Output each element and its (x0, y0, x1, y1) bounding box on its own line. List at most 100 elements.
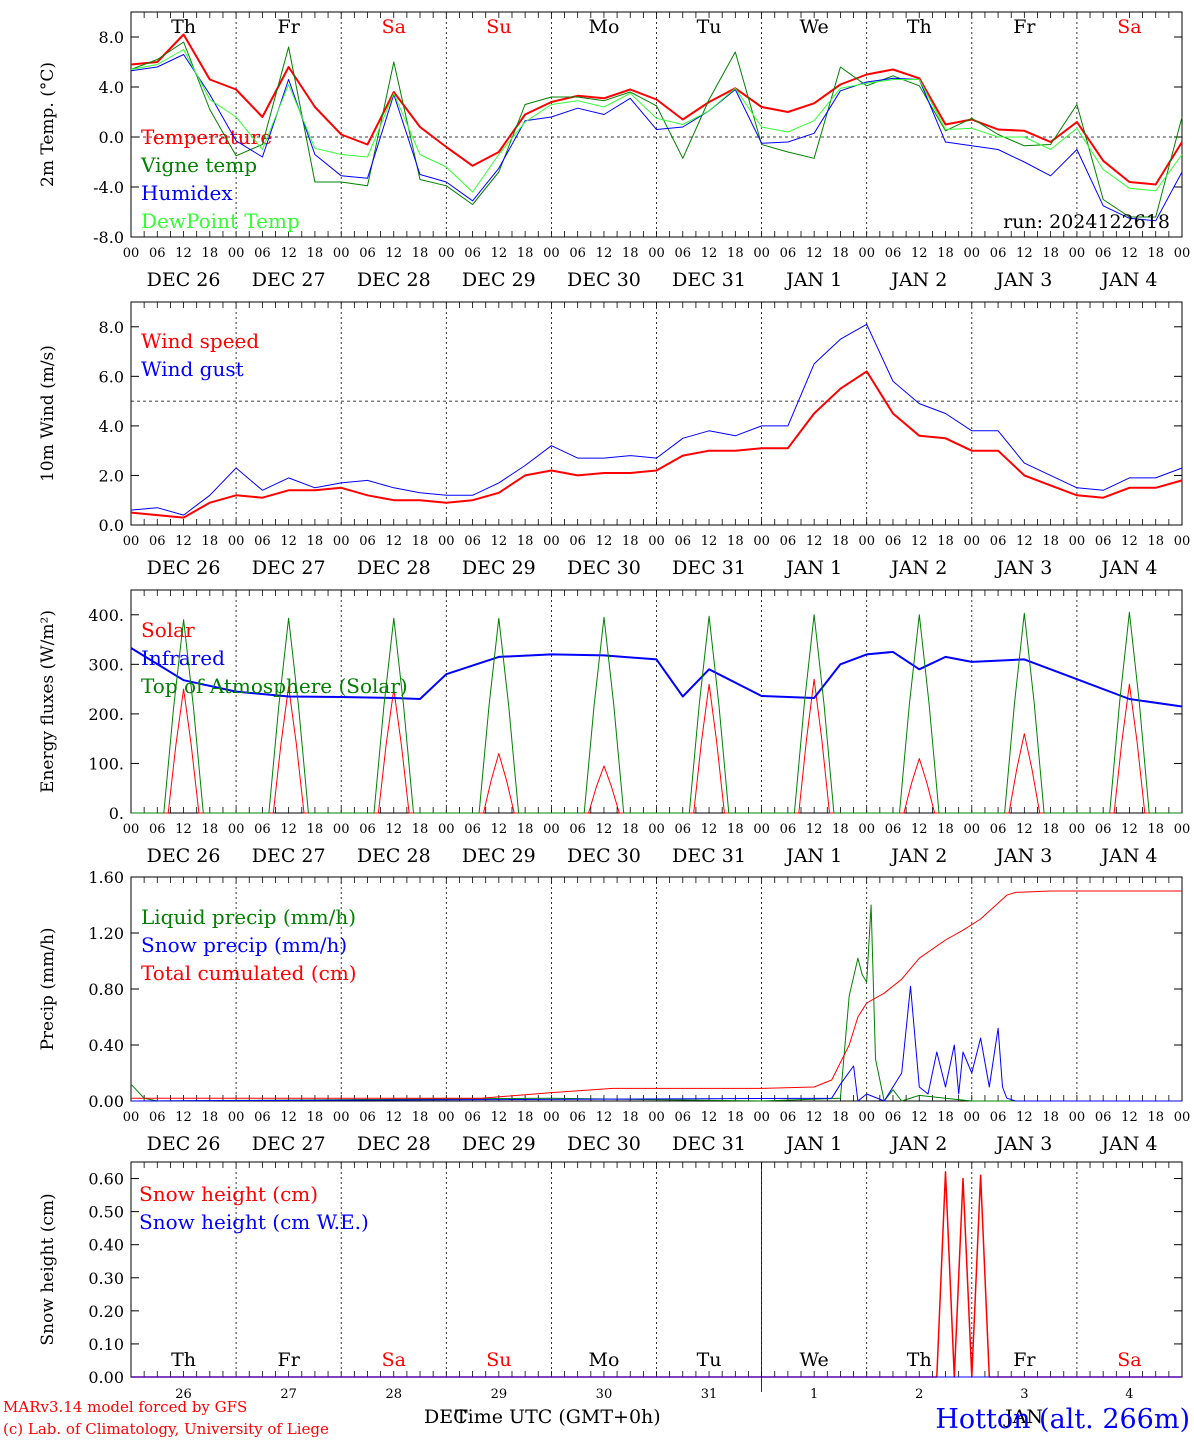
hour-tick-label: 18 (517, 822, 534, 837)
hour-tick-label: 00 (753, 534, 770, 549)
hour-tick-label: 18 (1042, 246, 1059, 261)
hour-tick-label: 06 (359, 534, 376, 549)
y-tick-label: 200. (88, 705, 124, 724)
hour-tick-label: 18 (412, 246, 429, 261)
hour-tick-label: 00 (858, 534, 875, 549)
date-label: JAN 1 (784, 269, 842, 291)
date-label: DEC 31 (672, 557, 746, 579)
y-tick-label: 0.50 (88, 1203, 124, 1222)
date-label: JAN 2 (889, 1133, 947, 1155)
hour-tick-label: 12 (175, 534, 192, 549)
y-tick-label: -4.0 (93, 178, 124, 197)
date-label: DEC 27 (252, 557, 326, 579)
hour-tick-label: 00 (228, 1110, 245, 1125)
day-name-label: Sa (1117, 1349, 1141, 1371)
date-label: JAN 2 (889, 845, 947, 867)
panel-precip: 1.60 1.20 0.80 0.40 0.00 Precip (mm/h) Liquid … (38, 868, 1190, 1155)
hour-tick-label: 06 (254, 822, 271, 837)
hour-tick-label: 00 (438, 1110, 455, 1125)
hour-tick-label: 00 (753, 1110, 770, 1125)
y-tick-label: 0.60 (88, 1170, 124, 1189)
y-tick-label: 0.10 (88, 1335, 124, 1354)
date-label: DEC 29 (462, 269, 536, 291)
y-axis-title: 10m Wind (m/s) (38, 345, 58, 482)
hour-tick-label: 18 (622, 822, 639, 837)
hour-tick-label: 06 (254, 534, 271, 549)
hour-tick-label: 18 (727, 246, 744, 261)
hour-tick-label: 18 (202, 246, 219, 261)
y-tick-label: 0.30 (88, 1269, 124, 1288)
date-label: JAN 1 (784, 1133, 842, 1155)
hour-tick-label: 18 (1042, 534, 1059, 549)
hour-tick-label: 12 (806, 246, 823, 261)
day-name-label: Sa (1117, 16, 1141, 38)
hour-tick-label: 12 (701, 534, 718, 549)
hour-tick-label: 12 (1016, 822, 1033, 837)
hour-tick-label: 12 (806, 1110, 823, 1125)
hour-tick-label: 12 (1016, 246, 1033, 261)
day-number-label: 26 (175, 1387, 192, 1402)
hour-tick-label: 06 (569, 246, 586, 261)
hour-tick-label: 00 (1069, 246, 1086, 261)
hour-tick-label: 06 (885, 1110, 902, 1125)
day-number-label: 30 (596, 1387, 613, 1402)
day-number-label: 27 (280, 1387, 297, 1402)
hour-tick-label: 00 (858, 246, 875, 261)
y-tick-label: 8.0 (99, 28, 124, 47)
hour-tick-label: 12 (911, 246, 928, 261)
date-label: DEC 26 (147, 269, 221, 291)
day-name-label: Th (171, 1349, 196, 1371)
hour-tick-label: 12 (385, 246, 402, 261)
series-line-0 (131, 1171, 1182, 1378)
day-name-label: We (800, 16, 829, 38)
hour-tick-label: 06 (254, 246, 271, 261)
series-line-1 (130, 323, 1183, 516)
y-tick-label: 0.00 (88, 1368, 124, 1387)
legend-entry: Humidex (141, 181, 233, 205)
hour-tick-label: 12 (1121, 822, 1138, 837)
date-label: DEC 30 (567, 269, 641, 291)
credit-line-1: MARv3.14 model forced by GFS (3, 1398, 247, 1416)
hour-tick-label: 00 (753, 246, 770, 261)
day-number-label: 1 (810, 1387, 818, 1402)
hour-tick-label: 06 (1095, 822, 1112, 837)
y-axis-title: Precip (mm/h) (38, 927, 58, 1050)
y-tick-label: 2.0 (99, 466, 124, 485)
hour-tick-label: 18 (937, 1110, 954, 1125)
legend-entry: Snow height (cm W.E.) (139, 1210, 369, 1234)
hour-tick-label: 06 (675, 534, 692, 549)
hour-tick-label: 12 (911, 534, 928, 549)
hour-tick-label: 12 (385, 534, 402, 549)
day-name-label: Su (486, 1349, 511, 1371)
station-label: Hotton (alt. 266m) (935, 1404, 1190, 1435)
y-tick-label: 0.40 (88, 1236, 124, 1255)
hour-tick-label: 18 (1042, 1110, 1059, 1125)
hour-tick-label: 00 (123, 246, 140, 261)
hour-tick-label: 00 (438, 246, 455, 261)
y-tick-label: 4.0 (99, 417, 124, 436)
legend-entry: Temperature (141, 125, 272, 149)
hour-tick-label: 12 (596, 822, 613, 837)
series-line-0 (130, 904, 1182, 1102)
legend-entry: Total cumulated (cm) (141, 961, 357, 985)
hour-tick-label: 00 (648, 822, 665, 837)
date-label: DEC 27 (252, 269, 326, 291)
y-tick-label: 0.0 (99, 128, 124, 147)
legend-entry: Wind speed (141, 329, 259, 353)
hour-tick-label: 12 (385, 1110, 402, 1125)
y-tick-label: 4.0 (99, 78, 124, 97)
y-tick-label: 6.0 (99, 367, 124, 386)
series-line-0 (130, 370, 1183, 519)
hour-tick-label: 18 (622, 534, 639, 549)
hour-tick-label: 18 (517, 534, 534, 549)
date-label: DEC 31 (672, 269, 746, 291)
hour-tick-label: 00 (648, 1110, 665, 1125)
date-label: DEC 26 (147, 1133, 221, 1155)
date-label: DEC 28 (357, 557, 431, 579)
month-label-left: DEC (424, 1406, 468, 1428)
chart-panels: 8.0 4.0 0.0 -4.0 -8.0 2m Temp. (°C) Temperatur… (38, 11, 1191, 1428)
hour-tick-label: 00 (964, 534, 981, 549)
hour-tick-label: 00 (1174, 822, 1191, 837)
day-name-label: Th (907, 1349, 932, 1371)
